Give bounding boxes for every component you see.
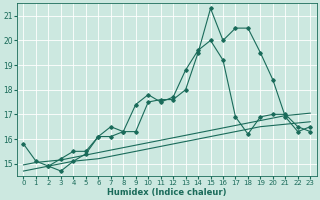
X-axis label: Humidex (Indice chaleur): Humidex (Indice chaleur) xyxy=(107,188,227,197)
